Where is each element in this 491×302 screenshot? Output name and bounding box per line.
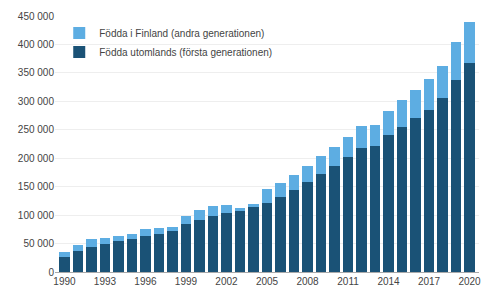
svg-text:350 000: 350 000: [18, 67, 55, 78]
svg-text:1993: 1993: [94, 276, 117, 287]
svg-text:450 000: 450 000: [18, 11, 55, 22]
svg-text:300 000: 300 000: [18, 96, 55, 107]
svg-text:2002: 2002: [215, 276, 238, 287]
svg-text:2005: 2005: [256, 276, 279, 287]
svg-text:1996: 1996: [134, 276, 157, 287]
svg-text:2011: 2011: [337, 276, 359, 287]
svg-text:2020: 2020: [458, 276, 481, 287]
svg-text:150 000: 150 000: [18, 181, 55, 192]
svg-text:1990: 1990: [53, 276, 76, 287]
svg-text:1999: 1999: [175, 276, 198, 287]
svg-text:250 000: 250 000: [18, 124, 55, 135]
svg-text:100 000: 100 000: [18, 210, 55, 221]
svg-text:400 000: 400 000: [18, 39, 55, 50]
svg-text:200 000: 200 000: [18, 153, 55, 164]
svg-text:0: 0: [48, 267, 54, 278]
svg-text:2014: 2014: [377, 276, 400, 287]
svg-text:2017: 2017: [418, 276, 441, 287]
svg-text:Födda i Finland (andra generat: Födda i Finland (andra generationen): [99, 28, 264, 39]
svg-text:50 000: 50 000: [23, 238, 54, 249]
svg-text:2008: 2008: [296, 276, 319, 287]
svg-text:Födda utomlands (första genera: Födda utomlands (första generationen): [99, 47, 272, 58]
